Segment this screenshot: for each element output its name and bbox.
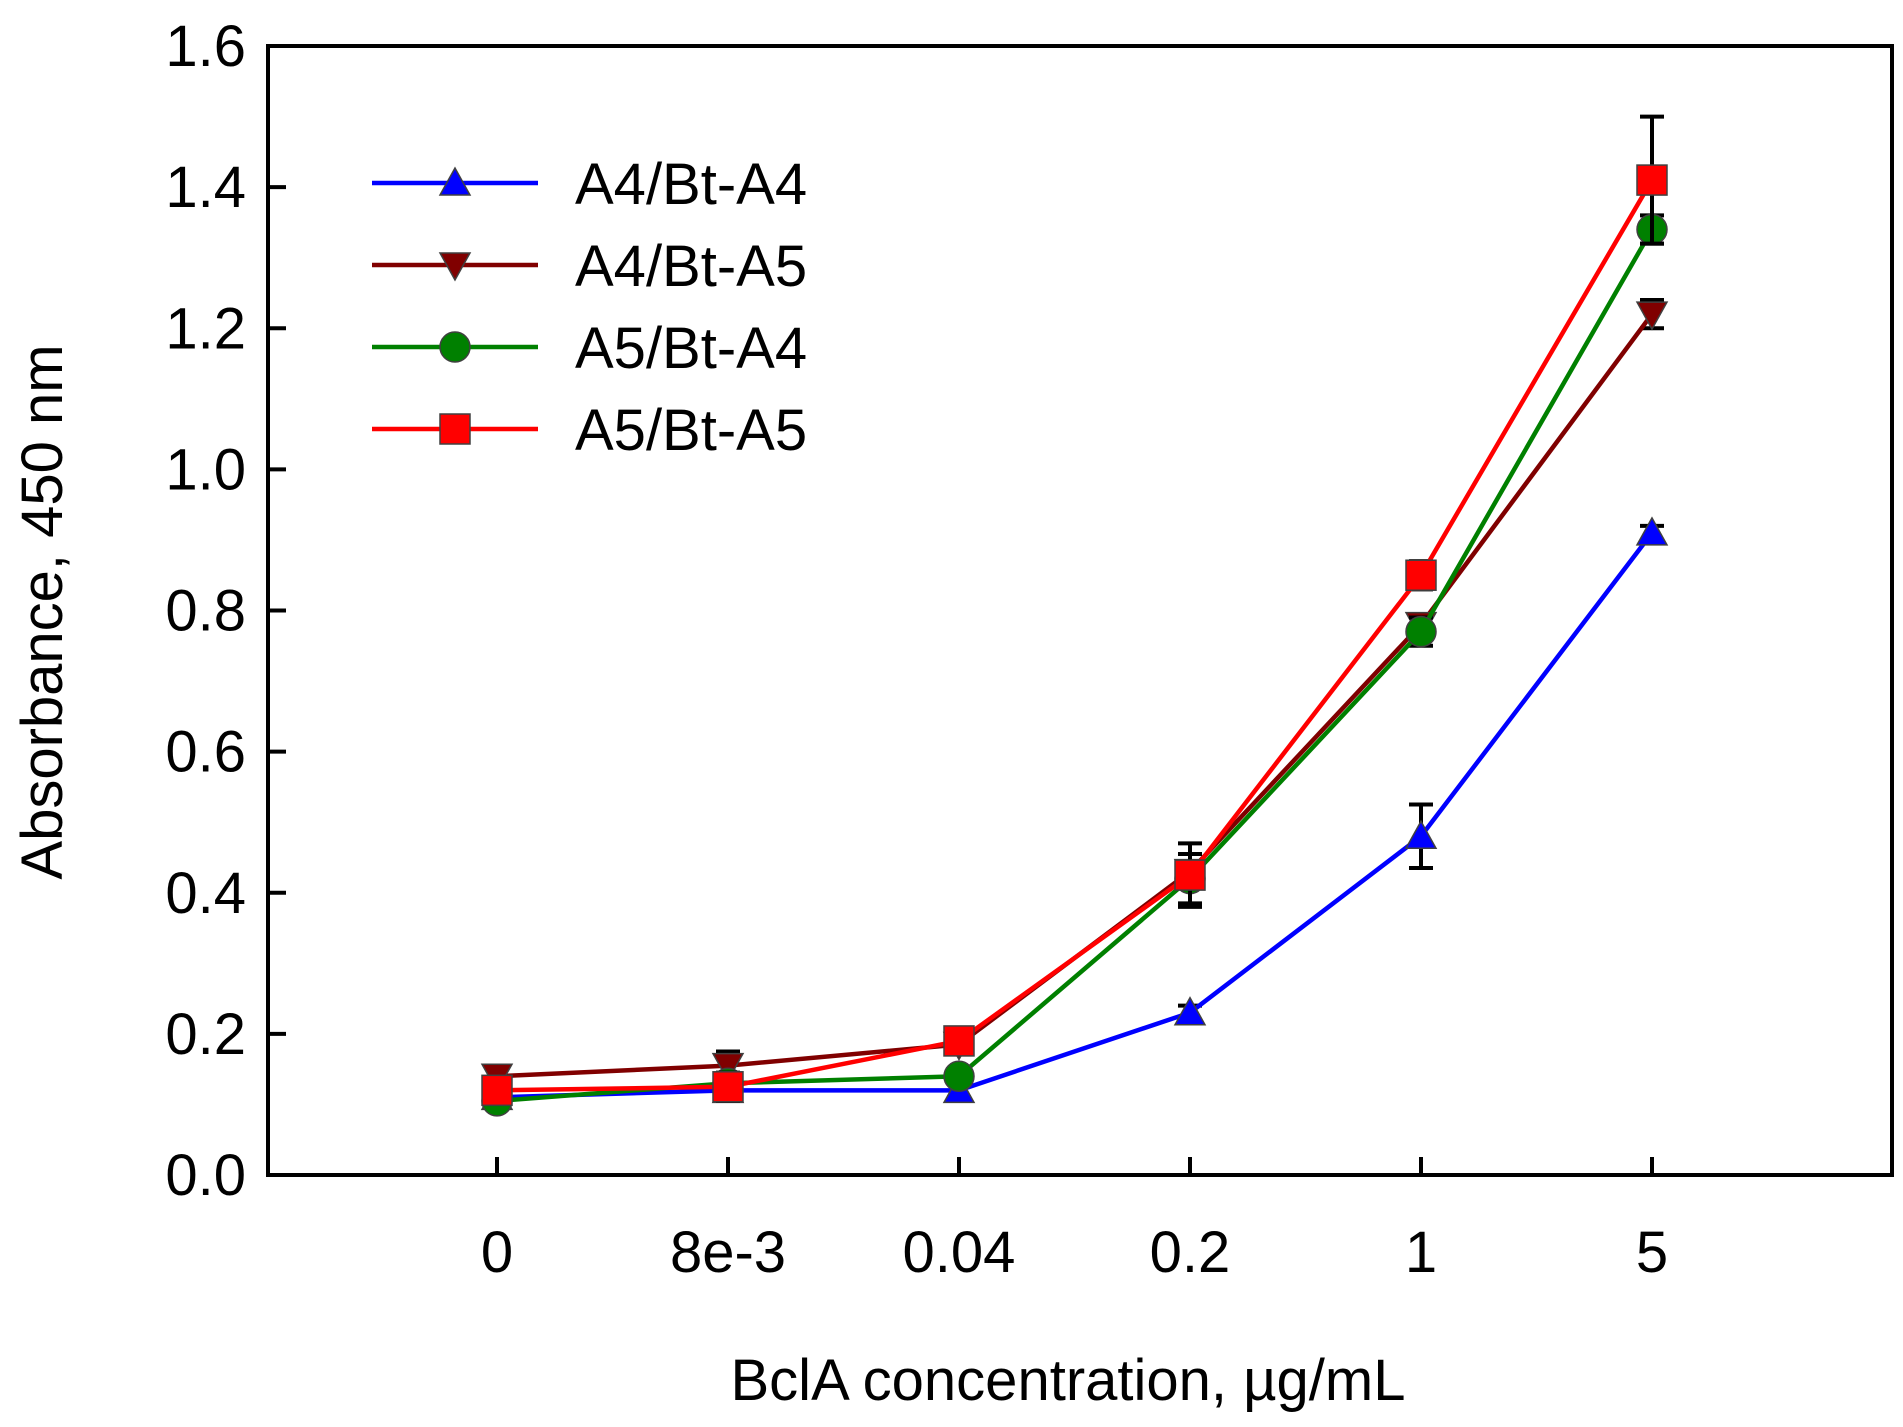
- y-tick-label: 1.0: [165, 437, 246, 502]
- x-tick-label: 0: [481, 1220, 513, 1285]
- y-tick-label: 0.2: [165, 1002, 246, 1067]
- data-point: [943, 1060, 975, 1092]
- y-tick-label: 1.6: [165, 14, 246, 79]
- data-point: [1404, 819, 1438, 850]
- data-point: [1405, 559, 1437, 591]
- y-tick-label: 0.4: [165, 861, 246, 926]
- data-point: [943, 1025, 975, 1057]
- legend-label: A5/Bt-A5: [575, 398, 807, 463]
- legend-entry: A4/Bt-A5: [372, 234, 807, 299]
- legend-marker: [438, 166, 472, 196]
- x-tick-label: 0.2: [1150, 1220, 1231, 1285]
- series-line: [496, 531, 1654, 1100]
- data-point: [712, 1071, 744, 1103]
- data-point: [1405, 615, 1437, 648]
- x-tick-label: 1: [1405, 1220, 1437, 1285]
- data-point: [1174, 859, 1206, 891]
- data-point: [1635, 516, 1669, 546]
- legend-marker: [439, 413, 471, 445]
- y-tick-label: 0.8: [165, 579, 246, 644]
- x-axis-title: BclA concentration, µg/mL: [731, 1348, 1406, 1413]
- series-a5-bt-a5: [481, 114, 1668, 1107]
- series-line: [496, 178, 1654, 1093]
- y-axis-title: Absorbance, 450 nm: [10, 344, 75, 879]
- legend-marker: [439, 331, 471, 363]
- y-tick-label: 0.0: [165, 1143, 246, 1208]
- data-point: [711, 1052, 745, 1083]
- legend-entry: A5/Bt-A5: [372, 398, 807, 463]
- y-tick-label: 1.2: [165, 296, 246, 361]
- legend-label: A4/Bt-A5: [575, 234, 807, 299]
- data-point: [1635, 301, 1669, 331]
- y-tick-label: 1.4: [165, 155, 246, 220]
- legend-marker: [438, 252, 472, 282]
- x-tick-label: 5: [1636, 1220, 1668, 1285]
- x-tick-label: 0.04: [903, 1220, 1016, 1285]
- y-tick-label: 0.6: [165, 720, 246, 785]
- data-point: [1636, 164, 1668, 196]
- data-point: [481, 1074, 513, 1107]
- series-a4-bt-a4: [480, 516, 1669, 1111]
- legend-entry: A5/Bt-A4: [372, 316, 807, 381]
- legend-label: A5/Bt-A4: [575, 316, 807, 381]
- legend-label: A4/Bt-A4: [575, 152, 807, 217]
- x-tick-label: 8e-3: [670, 1220, 786, 1285]
- data-point: [1173, 996, 1207, 1026]
- legend-entry: A4/Bt-A4: [372, 152, 807, 217]
- legend: A4/Bt-A4 A4/Bt-A5 A5/Bt-A4 A5/Bt-A5: [372, 152, 807, 463]
